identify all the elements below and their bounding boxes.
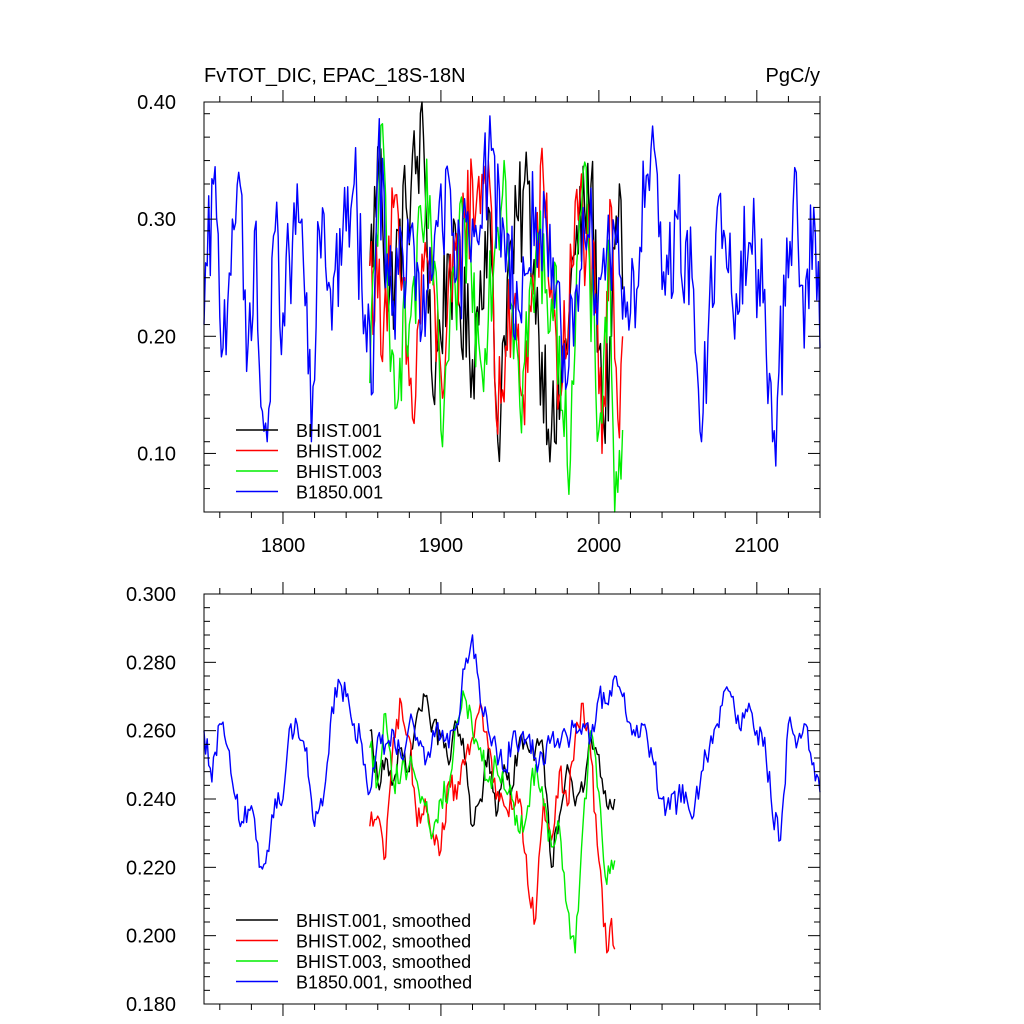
x-tick-label: 1800: [261, 535, 306, 557]
bottom-axes: 0.180 0.200 0.220 0.240 0.260 0.280 0.300: [126, 582, 821, 1016]
legend-label: BHIST.001, smoothed: [296, 911, 471, 931]
bottom-series-group: [203, 634, 821, 954]
y-tick-label: 0.20: [137, 326, 176, 348]
y-tick-label: 0.30: [137, 209, 176, 231]
y-tick-label: 0.300: [126, 584, 176, 606]
top-axes: 1800 1900 2000 2100 0.10 0.20 0.30 0.40: [137, 90, 821, 557]
y-tick-label: 0.180: [126, 994, 176, 1016]
legend-label: B1850.001: [296, 483, 383, 503]
x-tick-label: 2000: [577, 535, 622, 557]
x-tick-label: 2100: [735, 535, 780, 557]
top-panel: FvTOT_DIC, EPAC_18S-18N PgC/y 1800 1900 20…: [137, 65, 821, 557]
legend-label: BHIST.003, smoothed: [296, 952, 471, 972]
series-line-bhist-003-smoothed: [369, 690, 616, 954]
series-line-bhist-003: [369, 123, 624, 513]
y-tick-label: 0.260: [126, 721, 176, 743]
legend-label: BHIST.003: [296, 462, 382, 482]
legend-label: BHIST.002: [296, 442, 382, 462]
y-tick-label: 0.10: [137, 443, 176, 465]
y-tick-label: 0.240: [126, 789, 176, 811]
series-line-b1850-001: [203, 115, 821, 467]
top-plot-frame: [203, 101, 821, 513]
series-line-bhist-002-smoothed: [369, 697, 616, 954]
top-title-right: PgC/y: [766, 65, 820, 87]
y-tick-label: 0.280: [126, 652, 176, 674]
legend-label: B1850.001, smoothed: [296, 973, 472, 993]
y-tick-label: 0.200: [126, 926, 176, 948]
top-series-group: [203, 101, 821, 513]
legend-label: BHIST.001: [296, 421, 382, 441]
series-line-b1850-001-smoothed: [203, 634, 821, 870]
legend-label: BHIST.002, smoothed: [296, 932, 471, 952]
series-line-bhist-002: [369, 147, 624, 455]
y-tick-label: 0.220: [126, 857, 176, 879]
bottom-panel: 0.180 0.200 0.220 0.240 0.260 0.280 0.300 BHIS…: [126, 582, 821, 1016]
x-tick-label: 1900: [419, 535, 464, 557]
y-tick-label: 0.40: [137, 92, 176, 114]
top-title-left: FvTOT_DIC, EPAC_18S-18N: [204, 65, 466, 87]
